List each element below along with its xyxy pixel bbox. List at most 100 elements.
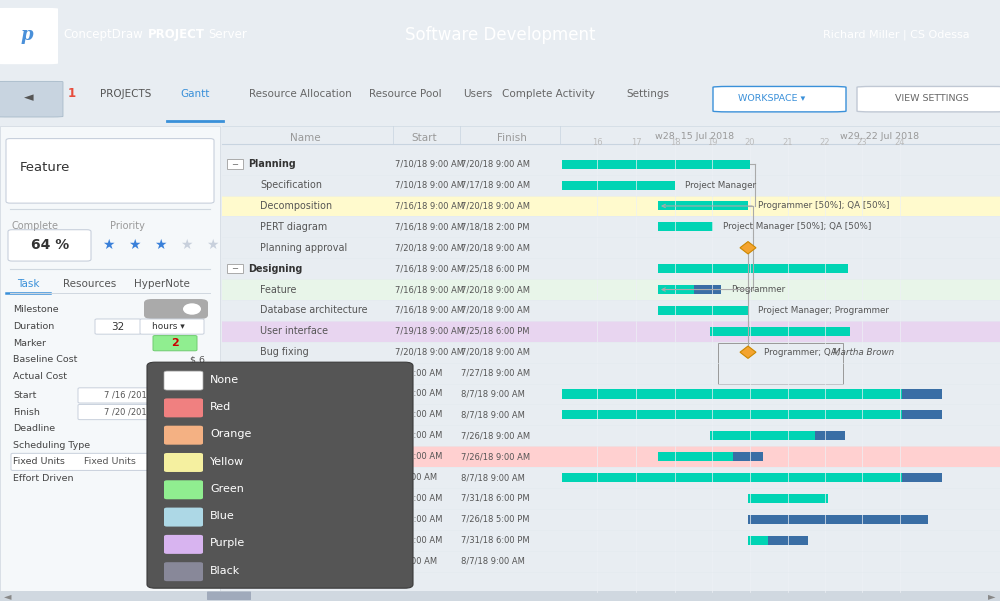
Text: Martha Brown: Martha Brown [833,348,894,357]
Text: Resource Pool: Resource Pool [369,89,441,99]
Ellipse shape [183,304,201,315]
FancyBboxPatch shape [164,371,203,390]
FancyBboxPatch shape [222,279,1000,300]
Text: 2: 2 [171,338,179,348]
FancyBboxPatch shape [748,494,828,503]
Text: 64 %: 64 % [31,239,69,252]
Text: w29, 22 Jul 2018: w29, 22 Jul 2018 [840,132,919,141]
FancyBboxPatch shape [164,480,203,499]
Text: 7/18/18 2:00 PM: 7/18/18 2:00 PM [461,222,530,231]
FancyBboxPatch shape [748,515,928,524]
Text: Duration: Duration [13,322,54,331]
Text: Specification: Specification [260,180,322,190]
Text: WORKSPACE ▾: WORKSPACE ▾ [738,94,806,103]
Text: Programmer: Programmer [731,285,785,294]
Text: 18 9:00 AM: 18 9:00 AM [395,389,442,398]
Text: Milestone: Milestone [13,305,59,314]
Text: ConceptDraw: ConceptDraw [63,28,143,41]
Text: PROJECTS: PROJECTS [100,89,151,99]
Text: Complete Activity: Complete Activity [502,89,594,99]
Text: Blue: Blue [210,511,235,521]
FancyBboxPatch shape [6,139,214,203]
Text: 7/25/18 6:00 PM: 7/25/18 6:00 PM [461,264,530,273]
Text: 7/16/18 9:00 AM: 7/16/18 9:00 AM [395,264,464,273]
Text: Decomposition: Decomposition [260,201,332,211]
FancyBboxPatch shape [0,126,220,601]
Text: Purple: Purple [210,538,245,549]
Text: 18 9:00 AM: 18 9:00 AM [395,410,442,419]
Text: Effort Driven: Effort Driven [13,474,74,483]
Text: Feature: Feature [260,284,296,294]
FancyBboxPatch shape [562,389,942,398]
Text: 18 9:00 AM: 18 9:00 AM [395,368,442,377]
Text: 7/26/18 5:00 PM: 7/26/18 5:00 PM [461,515,530,524]
Text: Server: Server [208,28,247,41]
Text: Designing: Designing [248,264,302,273]
Text: 7/16/18 9:00 AM: 7/16/18 9:00 AM [395,222,464,231]
FancyBboxPatch shape [0,8,58,64]
FancyBboxPatch shape [164,508,203,526]
Text: 1: 1 [68,87,76,100]
FancyBboxPatch shape [902,410,942,419]
Text: ◄: ◄ [24,91,34,105]
FancyBboxPatch shape [207,591,251,600]
Text: Programmer [50%]; QA [50%]: Programmer [50%]; QA [50%] [758,201,890,210]
FancyBboxPatch shape [857,87,1000,112]
Text: Start: Start [13,391,36,400]
Text: Feature: Feature [20,162,70,174]
FancyBboxPatch shape [153,335,197,351]
Text: Deadline: Deadline [13,424,55,433]
FancyBboxPatch shape [694,285,721,294]
Text: Project Manager: Project Manager [685,180,756,189]
Text: 7/20/18 9:00 AM: 7/20/18 9:00 AM [461,285,530,294]
FancyBboxPatch shape [227,159,243,169]
Text: ★: ★ [154,239,166,252]
Text: w28, 15 Jul 2018: w28, 15 Jul 2018 [655,132,734,141]
FancyBboxPatch shape [11,453,210,471]
FancyBboxPatch shape [902,473,942,482]
FancyBboxPatch shape [164,453,203,472]
FancyBboxPatch shape [658,222,713,231]
Text: Planning approval: Planning approval [260,243,347,253]
Text: 19: 19 [707,138,717,147]
Text: 7/19/18 9:00 AM: 7/19/18 9:00 AM [395,327,464,336]
Text: 7/17/18 9:00 AM: 7/17/18 9:00 AM [461,180,530,189]
FancyBboxPatch shape [562,180,675,189]
FancyBboxPatch shape [147,362,413,588]
Text: 20: 20 [745,138,755,147]
Text: 7/26/18 9:00 AM: 7/26/18 9:00 AM [461,432,530,441]
Text: 7/20/18 9:00 AM: 7/20/18 9:00 AM [395,348,464,357]
Text: Red: Red [210,402,231,412]
FancyBboxPatch shape [8,230,91,261]
Text: Marker: Marker [13,339,46,348]
FancyBboxPatch shape [0,591,1000,601]
Text: Task: Task [17,279,39,289]
FancyBboxPatch shape [144,299,208,319]
Text: 32: 32 [111,322,125,332]
Text: Resources: Resources [63,279,117,289]
Text: 23: 23 [857,138,867,147]
FancyBboxPatch shape [222,446,1000,467]
Text: 7/26/18 9:00 AM: 7/26/18 9:00 AM [461,452,530,461]
Text: Bug fixing: Bug fixing [260,347,309,357]
FancyBboxPatch shape [164,398,203,417]
FancyBboxPatch shape [0,81,63,117]
Text: hours ▾: hours ▾ [152,322,184,331]
Text: 16: 16 [592,138,602,147]
Text: Resource Allocation: Resource Allocation [249,89,351,99]
Text: Project Manager; Programmer: Project Manager; Programmer [758,306,889,315]
Text: $ 6: $ 6 [190,355,205,364]
Text: HyperNote: HyperNote [134,279,190,289]
FancyBboxPatch shape [95,319,141,334]
Text: 8/7/18 9:00 AM: 8/7/18 9:00 AM [461,410,525,419]
Text: 7/10/18 9:00 AM: 7/10/18 9:00 AM [395,160,464,169]
FancyBboxPatch shape [658,264,848,273]
FancyBboxPatch shape [710,327,850,336]
Text: Black: Black [210,566,240,576]
Text: ★: ★ [180,239,192,252]
Text: Complete: Complete [12,221,59,231]
FancyBboxPatch shape [227,264,243,273]
Text: 8/7/18 9:00 AM: 8/7/18 9:00 AM [461,389,525,398]
FancyBboxPatch shape [222,321,1000,342]
Polygon shape [740,346,756,358]
